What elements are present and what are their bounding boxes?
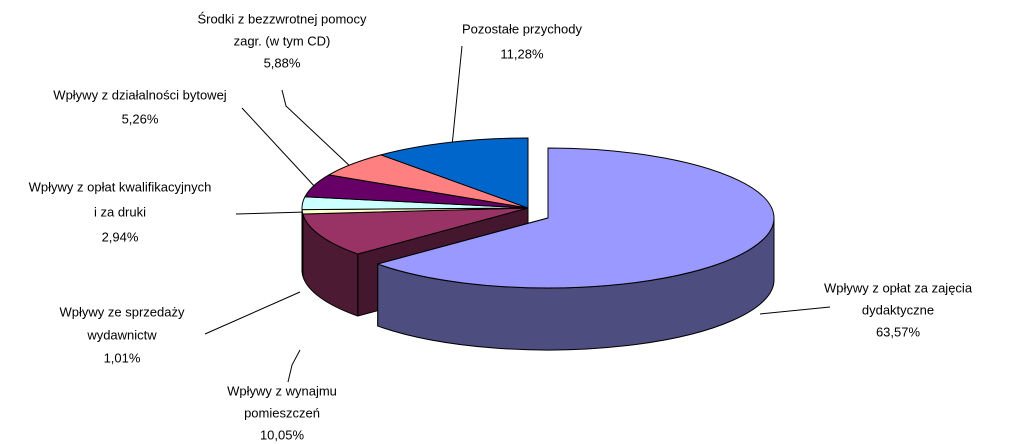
leader-lines (204, 45, 831, 383)
slice-label: pomieszczeń (244, 405, 320, 420)
slice-label: Wpływy ze sprzedaży (60, 304, 185, 319)
value-label: 11,28% (500, 46, 544, 61)
value-label: 5,88% (264, 55, 301, 70)
slice (377, 147, 775, 289)
value-label: 2,94% (102, 229, 139, 244)
slice-label: Wpływy z wynajmu (227, 383, 337, 398)
leader-line (281, 89, 353, 169)
slice-label: Wpływy z opłat za zajęcia (824, 280, 973, 295)
slice (302, 207, 529, 255)
slice-label: Środki z bezzwrotnej pomocy (197, 11, 367, 26)
leader-line (451, 45, 463, 147)
leader-line (241, 107, 317, 189)
slice (380, 137, 529, 209)
slice-label: Wpływy z działalności bytowej (53, 87, 227, 102)
leader-line (759, 306, 831, 315)
value-label: 1,01% (104, 350, 141, 365)
value-label: 5,26% (122, 111, 159, 126)
slice-label: i za druki (94, 204, 146, 219)
slice-label: Pozostałe przychody (462, 21, 582, 36)
leader-line (287, 349, 301, 383)
slice-label: wydawnictw (86, 327, 157, 342)
slice-label: dydaktyczne (862, 302, 934, 317)
slice-label: Wpływy z opłat kwalifikacyjnych (29, 179, 212, 194)
leader-line (235, 211, 307, 215)
leader-line (204, 291, 301, 335)
value-label: 63,57% (876, 324, 921, 339)
pie (301, 137, 775, 351)
slice-label: zagr. (w tym CD) (234, 33, 331, 48)
value-label: 10,05% (260, 427, 305, 442)
